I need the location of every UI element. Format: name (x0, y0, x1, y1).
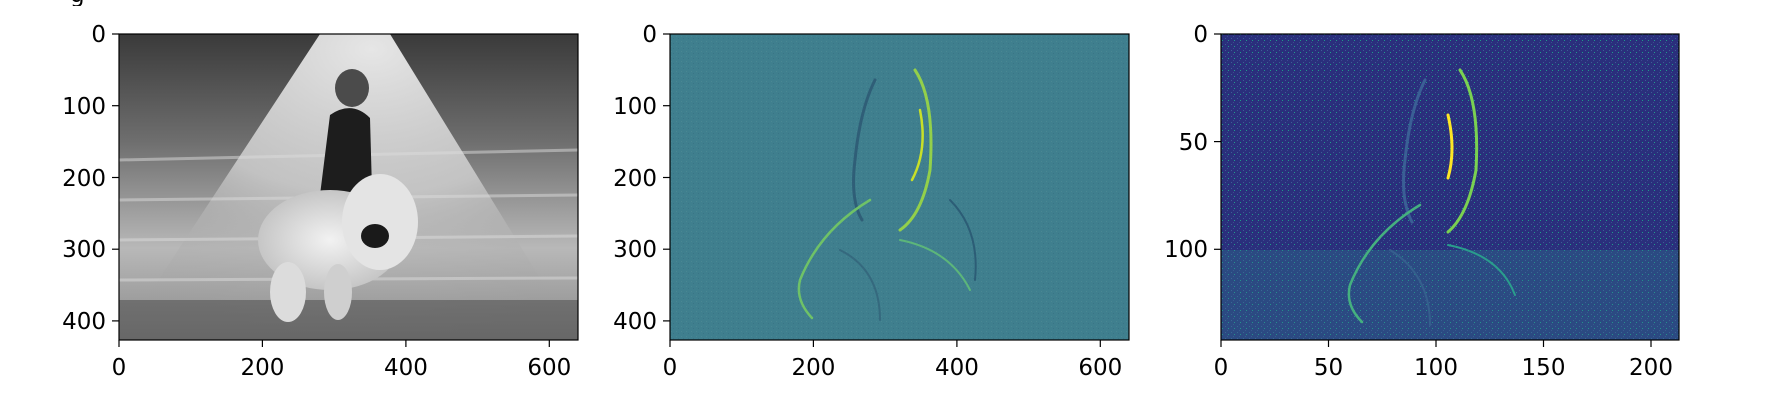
panel-2-frame (669, 33, 1130, 341)
y-tick-label: 0 (642, 22, 657, 48)
y-tick-label: 100 (613, 94, 657, 120)
y-tick-label: 300 (613, 237, 657, 263)
x-tick-label: 0 (1214, 355, 1229, 381)
x-tick-label: 0 (112, 355, 127, 381)
panel-3-xticks: 0 50 100 150 200 (1214, 340, 1673, 381)
panel-1-yticks: 0 100 200 300 400 (62, 22, 119, 335)
panel-2-image (670, 34, 1129, 340)
y-tick-label: 0 (91, 22, 106, 48)
x-tick-label: 600 (527, 355, 571, 381)
x-tick-label: 100 (1414, 355, 1458, 381)
x-tick-label: 400 (935, 355, 979, 381)
y-tick-label: 100 (62, 94, 106, 120)
x-tick-label: 200 (791, 355, 835, 381)
panel-3-image (1221, 34, 1679, 340)
panel-1-frame (118, 33, 579, 341)
panel-1-image (119, 34, 578, 340)
y-tick-label: 200 (613, 166, 657, 192)
x-tick-label: 50 (1314, 355, 1343, 381)
x-tick-label: 150 (1522, 355, 1566, 381)
panel-2-yticks: 0 100 200 300 400 (613, 22, 670, 335)
panel-2-xticks: 0 200 400 600 (663, 340, 1122, 381)
y-tick-label: 300 (62, 237, 106, 263)
y-tick-label: 400 (62, 309, 106, 335)
x-tick-label: 400 (384, 355, 428, 381)
clipped-title-text: g (70, 0, 85, 6)
panel-3-frame (1220, 33, 1680, 341)
x-tick-label: 600 (1078, 355, 1122, 381)
panel-3: 0 50 100 150 200 0 50 100 (1164, 22, 1680, 381)
y-tick-label: 200 (62, 166, 106, 192)
y-tick-label: 100 (1164, 237, 1208, 263)
x-tick-label: 200 (1629, 355, 1673, 381)
panel-1-xticks: 0 200 400 600 (112, 340, 571, 381)
x-tick-label: 0 (663, 355, 678, 381)
panel-3-yticks: 0 50 100 (1164, 22, 1221, 263)
clipped-title-fragment: g (0, 0, 520, 6)
y-tick-label: 0 (1193, 22, 1208, 48)
y-tick-label: 50 (1179, 130, 1208, 156)
panel-2: 0 200 400 600 0 100 200 300 400 (613, 22, 1130, 381)
y-tick-label: 400 (613, 309, 657, 335)
x-tick-label: 200 (240, 355, 284, 381)
panel-1: 0 200 400 600 0 100 200 300 400 (62, 22, 579, 381)
